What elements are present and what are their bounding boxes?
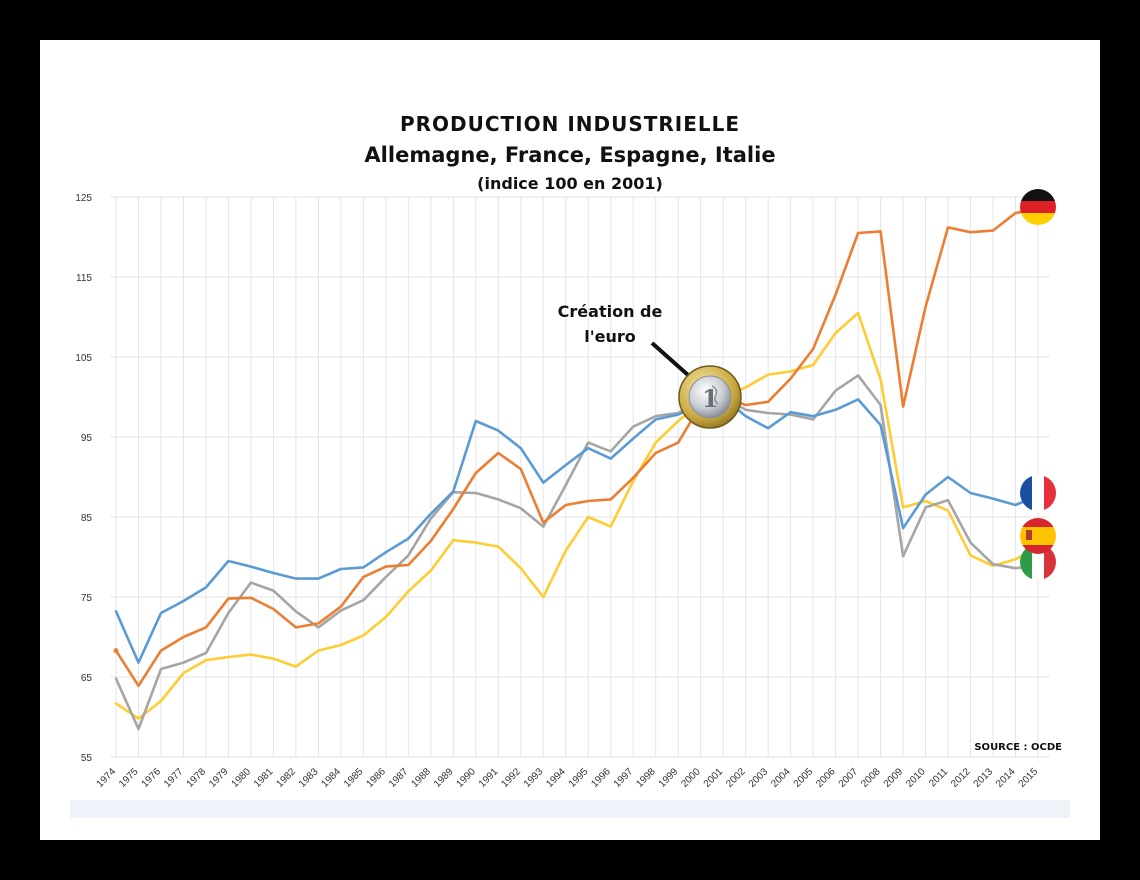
- series-lines: [113, 207, 1040, 731]
- series-line-france: [114, 395, 1040, 664]
- x-tick-label: 1995: [567, 766, 591, 790]
- x-tick-label: 2013: [972, 766, 996, 790]
- x-tick-label: 1979: [207, 766, 231, 790]
- y-tick-label: 75: [81, 593, 93, 604]
- y-tick-label: 65: [81, 673, 93, 684]
- x-tick-label: 2007: [837, 766, 861, 790]
- x-tick-label: 1992: [499, 766, 523, 790]
- x-tick-label: 2006: [814, 766, 838, 790]
- x-tick-label: 2005: [792, 766, 816, 790]
- x-tick-label: 1983: [297, 766, 321, 790]
- annotation-line-2: l'euro: [584, 327, 636, 346]
- x-tick-label: 2000: [679, 766, 703, 790]
- x-tick-label: 1981: [252, 766, 276, 790]
- x-tick-label: 1993: [522, 766, 546, 790]
- x-tick-label: 1982: [275, 766, 299, 790]
- x-tick-label: 2014: [994, 766, 1018, 790]
- y-tick-label: 125: [75, 193, 92, 204]
- x-tick-label: 2002: [724, 766, 748, 790]
- euro-coin-icon: 1: [678, 365, 742, 429]
- y-tick-label: 115: [76, 273, 92, 284]
- grid: [110, 196, 1050, 758]
- line-chart: PRODUCTION INDUSTRIELLE Allemagne, Franc…: [75, 112, 1062, 790]
- svg-text:1: 1: [702, 384, 719, 413]
- annotation-line-1: Création de: [558, 302, 663, 321]
- footer-strip: [70, 800, 1070, 818]
- germany-flag-icon: [1020, 189, 1056, 225]
- x-tick-label: 1985: [342, 766, 366, 790]
- spain-flag-icon: [1020, 518, 1056, 554]
- x-tick-label: 2011: [927, 766, 950, 789]
- y-tick-label: 105: [75, 353, 92, 364]
- series-start-point: [113, 648, 119, 654]
- x-tick-label: 1987: [387, 766, 411, 790]
- x-tick-label: 2003: [747, 766, 771, 790]
- x-tick-label: 2012: [949, 766, 973, 790]
- x-tick-label: 2008: [859, 766, 883, 790]
- x-tick-label: 1998: [634, 766, 658, 790]
- y-tick-label: 95: [81, 433, 93, 444]
- x-tick-label: 2001: [702, 766, 726, 790]
- series-line-germany: [114, 207, 1040, 688]
- x-tick-label: 1978: [185, 766, 209, 790]
- x-tick-label: 1989: [432, 766, 456, 790]
- x-tick-label: 1999: [657, 766, 681, 790]
- series-line-spain: [114, 311, 1040, 720]
- y-tick-label: 85: [81, 513, 93, 524]
- y-tick-label: 55: [81, 753, 93, 764]
- x-tick-label: 1988: [409, 766, 433, 790]
- x-axis: 1974197519761977197819791980198119821983…: [95, 766, 1041, 790]
- x-tick-label: 1996: [589, 766, 613, 790]
- x-tick-label: 1991: [477, 766, 501, 790]
- x-tick-label: 1980: [230, 766, 254, 790]
- x-tick-label: 1994: [544, 766, 568, 790]
- x-tick-label: 1975: [117, 766, 141, 790]
- x-tick-label: 1976: [140, 766, 164, 790]
- chart-frame: PRODUCTION INDUSTRIELLE Allemagne, Franc…: [40, 40, 1100, 840]
- x-tick-label: 2015: [1017, 766, 1041, 790]
- x-tick-label: 1974: [95, 766, 119, 790]
- chart-subtitle-index: (indice 100 en 2001): [477, 174, 663, 193]
- x-tick-label: 1997: [612, 766, 636, 790]
- x-tick-label: 2009: [882, 766, 906, 790]
- x-tick-label: 2004: [769, 766, 793, 790]
- x-tick-label: 1990: [454, 766, 478, 790]
- x-tick-label: 2010: [904, 766, 928, 790]
- x-tick-label: 1977: [162, 766, 186, 790]
- source-label: SOURCE : OCDE: [974, 742, 1062, 753]
- x-tick-label: 1986: [364, 766, 388, 790]
- annotation-pointer: [650, 341, 690, 377]
- france-flag-icon: [1020, 475, 1056, 511]
- chart-title: PRODUCTION INDUSTRIELLE: [400, 112, 740, 136]
- chart-subtitle: Allemagne, France, Espagne, Italie: [364, 143, 775, 167]
- y-axis: 55 65 75 85 95 105 115 125: [75, 193, 92, 764]
- series-line-italy: [114, 374, 1040, 731]
- x-tick-label: 1984: [319, 766, 343, 790]
